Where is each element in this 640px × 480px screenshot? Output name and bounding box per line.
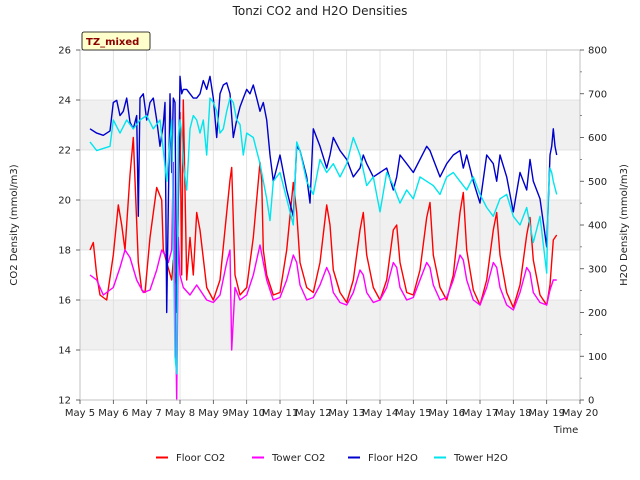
y-right-tick-label: 600 bbox=[588, 133, 607, 144]
y-right-tick-label: 300 bbox=[588, 264, 607, 275]
legend-label: Floor CO2 bbox=[176, 453, 225, 464]
x-tick-label: May 9 bbox=[198, 408, 228, 419]
x-tick-label: May 6 bbox=[98, 408, 128, 419]
legend-label: Floor H2O bbox=[368, 453, 418, 464]
legend-label: Tower CO2 bbox=[271, 453, 325, 464]
legend-item-floor-co2: Floor CO2 bbox=[156, 453, 225, 464]
site-label-box: TZ_mixed bbox=[81, 31, 151, 51]
legend: Floor CO2 Tower CO2 Floor H2O Tower H2O bbox=[156, 453, 508, 464]
series-line-tower-h2o bbox=[89, 97, 558, 375]
x-tick-label: May 20 bbox=[562, 408, 599, 419]
y-right-tick-label: 100 bbox=[588, 352, 607, 363]
y-right-tick-label: 500 bbox=[588, 177, 607, 188]
x-tick-label: May 8 bbox=[165, 408, 195, 419]
plot-bands bbox=[80, 100, 580, 350]
legend-item-floor-h2o: Floor H2O bbox=[348, 453, 418, 464]
x-tick-label: May 13 bbox=[328, 408, 365, 419]
legend-item-tower-h2o: Tower H2O bbox=[434, 453, 508, 464]
axes: 12 14 16 18 20 22 24 26 0 100 200 300 400 500 600 700 80… bbox=[58, 46, 607, 420]
x-tick-label: May 5 bbox=[65, 408, 95, 419]
x-tick-label: May 10 bbox=[228, 408, 265, 419]
y-axis-right-title: H2O Density (mmol/m3) bbox=[619, 164, 630, 286]
x-tick-label: May 14 bbox=[362, 408, 399, 419]
y-left-tick-label: 14 bbox=[58, 346, 71, 357]
x-tick-label: May 19 bbox=[528, 408, 565, 419]
y-left-tick-label: 22 bbox=[58, 146, 71, 157]
x-tick-label: May 11 bbox=[262, 408, 299, 419]
y-left-tick-label: 12 bbox=[58, 396, 71, 407]
site-label-bg bbox=[81, 31, 151, 51]
y-left-tick-label: 26 bbox=[58, 46, 71, 57]
x-tick-label: May 15 bbox=[395, 408, 432, 419]
legend-item-tower-co2: Tower CO2 bbox=[252, 453, 325, 464]
x-tick-label: May 18 bbox=[495, 408, 532, 419]
y-axis-left-title: CO2 Density (mmol/m3) bbox=[9, 164, 20, 285]
y-left-tick-label: 16 bbox=[58, 296, 71, 307]
series-line-floor-co2 bbox=[89, 99, 558, 309]
x-tick-label: May 12 bbox=[295, 408, 332, 419]
y-left-tick-label: 24 bbox=[58, 96, 71, 107]
y-left-tick-label: 18 bbox=[58, 246, 71, 257]
x-axis-title: Time bbox=[553, 425, 578, 436]
y-right-tick-label: 700 bbox=[588, 89, 607, 100]
plot-band bbox=[80, 300, 580, 350]
legend-label: Tower H2O bbox=[453, 453, 508, 464]
y-right-tick-label: 200 bbox=[588, 308, 607, 319]
y-right-tick-label: 800 bbox=[588, 46, 607, 57]
y-right-tick-label: 400 bbox=[588, 221, 607, 232]
site-label: TZ_mixed bbox=[86, 37, 139, 48]
series-layer bbox=[89, 75, 558, 401]
y-right-tick-label: 0 bbox=[588, 396, 594, 407]
x-tick-label: May 17 bbox=[462, 408, 499, 419]
x-tick-label: May 16 bbox=[428, 408, 465, 419]
chart-title: Tonzi CO2 and H2O Densities bbox=[232, 4, 408, 18]
x-tick-label: May 7 bbox=[132, 408, 162, 419]
y-left-tick-label: 20 bbox=[58, 196, 71, 207]
